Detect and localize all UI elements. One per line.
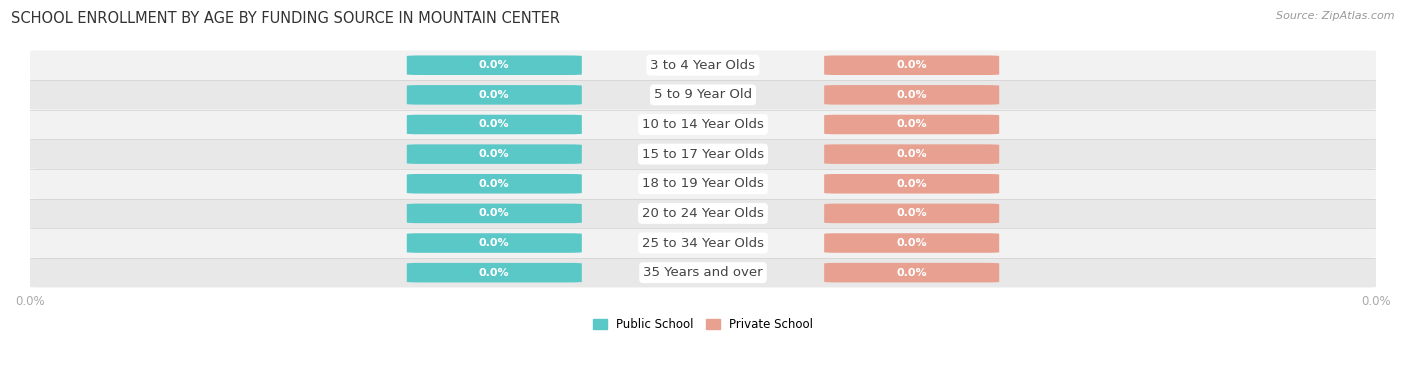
Text: 0.0%: 0.0% bbox=[897, 60, 927, 70]
Text: 0.0%: 0.0% bbox=[479, 208, 509, 218]
FancyBboxPatch shape bbox=[30, 169, 1376, 199]
Text: 20 to 24 Year Olds: 20 to 24 Year Olds bbox=[643, 207, 763, 220]
Text: 0.0%: 0.0% bbox=[897, 238, 927, 248]
Text: 15 to 17 Year Olds: 15 to 17 Year Olds bbox=[643, 148, 763, 161]
FancyBboxPatch shape bbox=[406, 233, 582, 253]
Text: 0.0%: 0.0% bbox=[897, 90, 927, 100]
Text: 0.0%: 0.0% bbox=[897, 208, 927, 218]
Text: 0.0%: 0.0% bbox=[479, 120, 509, 129]
Text: 0.0%: 0.0% bbox=[479, 268, 509, 278]
Text: SCHOOL ENROLLMENT BY AGE BY FUNDING SOURCE IN MOUNTAIN CENTER: SCHOOL ENROLLMENT BY AGE BY FUNDING SOUR… bbox=[11, 11, 560, 26]
FancyBboxPatch shape bbox=[824, 204, 1000, 223]
Text: 0.0%: 0.0% bbox=[897, 149, 927, 159]
FancyBboxPatch shape bbox=[406, 144, 582, 164]
Text: 0.0%: 0.0% bbox=[897, 179, 927, 189]
FancyBboxPatch shape bbox=[824, 144, 1000, 164]
FancyBboxPatch shape bbox=[406, 174, 582, 193]
FancyBboxPatch shape bbox=[824, 115, 1000, 134]
FancyBboxPatch shape bbox=[30, 80, 1376, 110]
FancyBboxPatch shape bbox=[30, 139, 1376, 169]
Text: 0.0%: 0.0% bbox=[479, 90, 509, 100]
FancyBboxPatch shape bbox=[30, 228, 1376, 258]
FancyBboxPatch shape bbox=[406, 85, 582, 105]
FancyBboxPatch shape bbox=[824, 85, 1000, 105]
Text: 0.0%: 0.0% bbox=[479, 60, 509, 70]
Text: 25 to 34 Year Olds: 25 to 34 Year Olds bbox=[643, 236, 763, 250]
Text: 0.0%: 0.0% bbox=[479, 149, 509, 159]
Text: 0.0%: 0.0% bbox=[479, 238, 509, 248]
FancyBboxPatch shape bbox=[30, 199, 1376, 228]
FancyBboxPatch shape bbox=[30, 110, 1376, 139]
Text: Source: ZipAtlas.com: Source: ZipAtlas.com bbox=[1277, 11, 1395, 21]
Legend: Public School, Private School: Public School, Private School bbox=[588, 313, 818, 336]
Text: 10 to 14 Year Olds: 10 to 14 Year Olds bbox=[643, 118, 763, 131]
FancyBboxPatch shape bbox=[824, 233, 1000, 253]
FancyBboxPatch shape bbox=[30, 258, 1376, 288]
Text: 0.0%: 0.0% bbox=[897, 268, 927, 278]
FancyBboxPatch shape bbox=[406, 55, 582, 75]
FancyBboxPatch shape bbox=[406, 115, 582, 134]
FancyBboxPatch shape bbox=[824, 263, 1000, 282]
FancyBboxPatch shape bbox=[824, 55, 1000, 75]
Text: 3 to 4 Year Olds: 3 to 4 Year Olds bbox=[651, 59, 755, 72]
Text: 18 to 19 Year Olds: 18 to 19 Year Olds bbox=[643, 177, 763, 190]
Text: 5 to 9 Year Old: 5 to 9 Year Old bbox=[654, 88, 752, 101]
Text: 0.0%: 0.0% bbox=[897, 120, 927, 129]
FancyBboxPatch shape bbox=[30, 51, 1376, 80]
FancyBboxPatch shape bbox=[824, 174, 1000, 193]
FancyBboxPatch shape bbox=[406, 263, 582, 282]
Text: 35 Years and over: 35 Years and over bbox=[643, 266, 763, 279]
Text: 0.0%: 0.0% bbox=[479, 179, 509, 189]
FancyBboxPatch shape bbox=[406, 204, 582, 223]
